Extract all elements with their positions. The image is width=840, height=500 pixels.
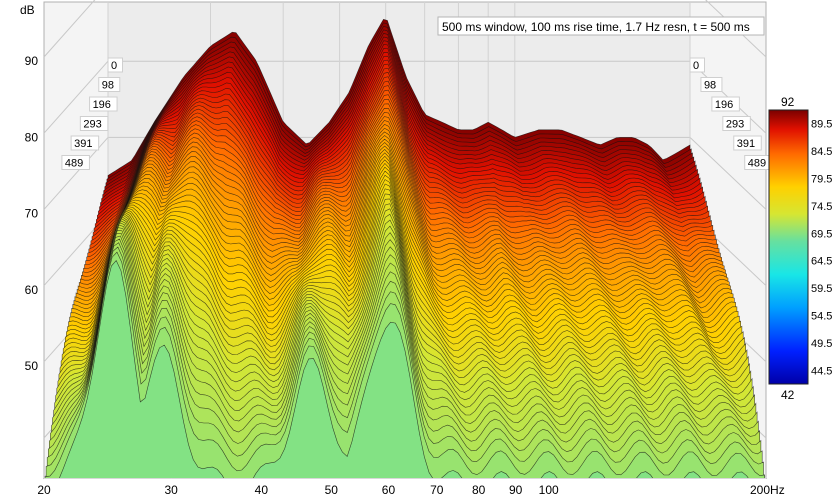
colorbar-ramp [768, 109, 809, 385]
x-tick-label: 80 [472, 483, 486, 497]
time-slice-tag-right: 293 [722, 116, 751, 131]
svg-text:489: 489 [65, 158, 83, 170]
colorbar-tick-label: 84.5 [811, 146, 832, 158]
time-slice-tag-right: 391 [733, 135, 762, 151]
svg-text:0: 0 [111, 60, 117, 72]
time-slice-tag-right: 0 [689, 57, 705, 73]
colorbar-bottom-label: 42 [781, 388, 795, 402]
svg-text:293: 293 [83, 119, 101, 131]
time-slice-tag-left: 98 [98, 77, 121, 92]
y-tick-label: 80 [25, 130, 39, 144]
time-slice-labels: 0 0 98 98 196 196 293 293 391 391 489 489 [61, 57, 773, 170]
colorbar-tick-label: 64.5 [811, 256, 832, 268]
time-slice-tag-right: 98 [700, 77, 723, 92]
svg-text:196: 196 [715, 99, 733, 111]
time-slice-tag-left: 391 [70, 135, 100, 151]
y-tick-label: 70 [25, 207, 39, 221]
x-tick-label: 90 [509, 483, 523, 497]
x-tick-label: 60 [382, 483, 396, 497]
colorbar-tick-label: 79.5 [811, 174, 832, 186]
x-tick-label: 200Hz [750, 483, 785, 497]
colorbar: 92 89.5 84.5 79.5 74.5 69.5 64.5 59.5 54.5 49.5 4… [768, 95, 832, 402]
colorbar-tick-label: 74.5 [811, 201, 832, 213]
annotation-box: 500 ms window, 100 ms rise time, 1.7 Hz … [437, 16, 765, 36]
time-slice-tag-left: 293 [79, 116, 109, 131]
time-slice-tag-left: 489 [61, 155, 90, 170]
x-tick-label: 70 [430, 483, 444, 497]
y-axis-unit: dB [20, 3, 35, 17]
colorbar-tick-label: 69.5 [811, 228, 832, 240]
x-tick-label: 100 [539, 483, 559, 497]
y-tick-label: 60 [25, 283, 39, 297]
colorbar-tick-label: 49.5 [811, 338, 832, 350]
colorbar-tick-label: 54.5 [811, 311, 832, 323]
x-tick-label: 50 [325, 483, 339, 497]
svg-text:293: 293 [726, 119, 744, 131]
svg-text:391: 391 [737, 138, 755, 150]
svg-text:0: 0 [693, 60, 699, 72]
x-tick-label: 40 [255, 483, 269, 497]
svg-text:196: 196 [93, 99, 111, 111]
colorbar-tick-label: 89.5 [811, 119, 832, 131]
x-tick-label: 20 [37, 483, 51, 497]
waterfall-surface [44, 18, 765, 478]
y-tick-label: 90 [25, 54, 39, 68]
colorbar-ticks: 89.5 84.5 79.5 74.5 69.5 64.5 59.5 54.5 49.5 44.5 [811, 119, 832, 378]
y-tick-label: 50 [25, 359, 39, 373]
time-slice-tag-left: 0 [107, 57, 123, 73]
time-slice-tag-right: 196 [711, 96, 740, 112]
colorbar-top-label: 92 [781, 95, 795, 109]
x-tick-label: 30 [164, 483, 178, 497]
colorbar-tick-label: 44.5 [811, 365, 832, 377]
svg-text:98: 98 [102, 80, 114, 92]
time-slice-tag-left: 196 [89, 96, 118, 112]
svg-text:98: 98 [704, 80, 716, 92]
annotation-text: 500 ms window, 100 ms rise time, 1.7 Hz … [442, 20, 750, 34]
x-axis-ticks: 20 30 40 50 60 70 80 90 100 200Hz [37, 483, 784, 497]
colorbar-tick-label: 59.5 [811, 283, 832, 295]
svg-text:489: 489 [748, 158, 766, 170]
time-slice-tag-right: 489 [744, 155, 773, 170]
svg-text:391: 391 [74, 138, 92, 150]
